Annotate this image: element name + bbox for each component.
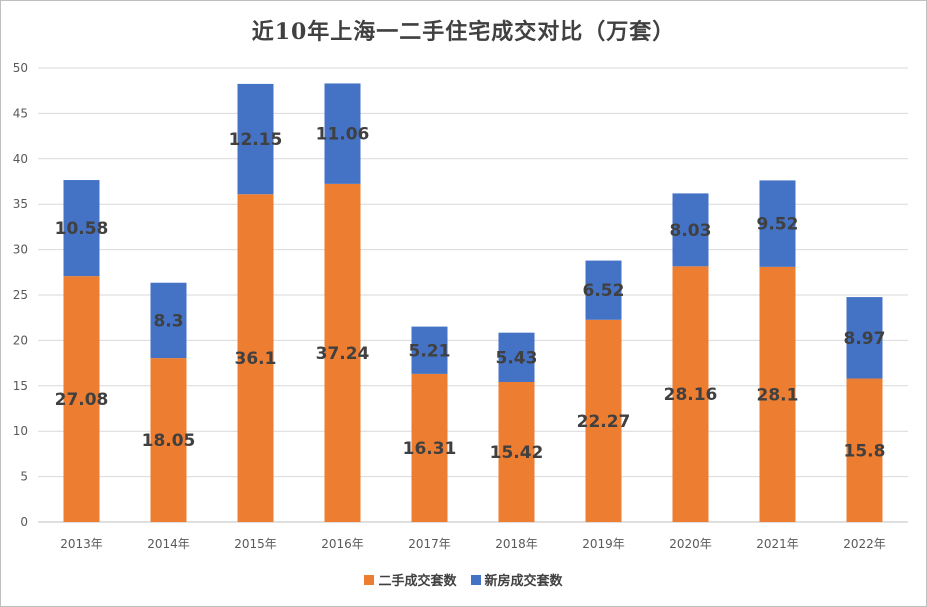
data-label-secondhand: 28.16 [664, 385, 718, 405]
bar-secondhand [846, 378, 883, 522]
legend-label-new: 新房成交套数 [484, 574, 563, 589]
y-tick-label: 40 [13, 152, 28, 166]
data-label-new: 10.58 [55, 219, 109, 239]
bar-secondhand [759, 266, 796, 522]
data-label-secondhand: 27.08 [55, 390, 109, 410]
legend-swatch-new [470, 574, 481, 585]
chart-title: 近10年上海一二手住宅成交对比（万套） [251, 19, 676, 45]
bar-secondhand [498, 381, 535, 522]
data-label-new: 5.21 [409, 341, 451, 361]
data-label-secondhand: 16.31 [403, 439, 457, 459]
x-tick-label: 2016年 [321, 537, 364, 551]
data-label-new: 12.15 [229, 130, 283, 150]
data-label-new: 11.06 [316, 125, 370, 145]
bar-new [237, 83, 274, 195]
y-tick-label: 35 [13, 197, 28, 211]
bar-secondhand [324, 183, 361, 523]
data-label-secondhand: 37.24 [316, 344, 370, 364]
x-tick-label: 2021年 [756, 537, 799, 551]
y-tick-label: 30 [13, 243, 28, 257]
legend: 二手成交套数 新房成交套数 [0, 570, 927, 589]
data-label-secondhand: 22.27 [577, 412, 631, 432]
data-label-secondhand: 28.1 [757, 385, 799, 405]
y-axis-ticks: 0 5 10 15 20 25 30 35 40 45 50 [13, 61, 28, 529]
bar-secondhand [237, 194, 274, 522]
data-label-new: 6.52 [583, 281, 625, 301]
bar-new [759, 180, 796, 267]
data-label-secondhand: 18.05 [142, 431, 196, 451]
bar-new [585, 260, 622, 320]
x-tick-label: 2013年 [60, 537, 103, 551]
bar-new [672, 193, 709, 267]
bar-new [324, 83, 361, 184]
bar-secondhand [63, 276, 100, 522]
data-label-secondhand: 36.1 [235, 349, 277, 369]
bar-new [411, 326, 448, 374]
bar-secondhand [150, 358, 187, 522]
data-label-new: 8.03 [670, 221, 712, 241]
legend-item-new: 新房成交套数 [470, 570, 563, 589]
bar-new [498, 332, 535, 382]
y-tick-label: 50 [13, 61, 28, 75]
data-label-new: 8.3 [153, 311, 183, 331]
data-label-secondhand: 15.42 [490, 443, 544, 463]
x-tick-label: 2022年 [843, 537, 886, 551]
bar-new [150, 282, 187, 359]
bar-new [846, 297, 883, 379]
data-label-secondhand: 15.8 [844, 441, 886, 461]
y-tick-label: 25 [13, 288, 28, 302]
x-tick-label: 2017年 [408, 537, 451, 551]
bars [63, 83, 883, 523]
y-tick-label: 10 [13, 424, 28, 438]
legend-item-secondhand: 二手成交套数 [364, 570, 457, 589]
x-tick-label: 2019年 [582, 537, 625, 551]
y-tick-label: 0 [20, 515, 28, 529]
y-tick-label: 20 [13, 333, 28, 347]
x-tick-label: 2018年 [495, 537, 538, 551]
data-label-new: 5.43 [496, 348, 538, 368]
y-tick-label: 45 [13, 106, 28, 120]
y-tick-label: 15 [13, 379, 28, 393]
legend-label-secondhand: 二手成交套数 [378, 574, 457, 589]
x-tick-label: 2020年 [669, 537, 712, 551]
bar-secondhand [585, 319, 622, 522]
legend-swatch-secondhand [364, 574, 375, 585]
data-labels: 27.08 10.58 18.05 8.3 36.1 12.15 37.24 11.06 16.… [55, 125, 886, 463]
bar-new [63, 180, 100, 277]
bar-secondhand [672, 266, 709, 522]
data-label-new: 9.52 [757, 215, 799, 235]
bar-secondhand [411, 373, 448, 522]
x-axis-ticks: 2013年 2014年 2015年 2016年 2017年 2018年 2019年 2020年… [60, 537, 886, 551]
x-tick-label: 2015年 [234, 537, 277, 551]
y-tick-label: 5 [20, 470, 28, 484]
data-label-new: 8.97 [844, 329, 886, 349]
x-tick-label: 2014年 [147, 537, 190, 551]
